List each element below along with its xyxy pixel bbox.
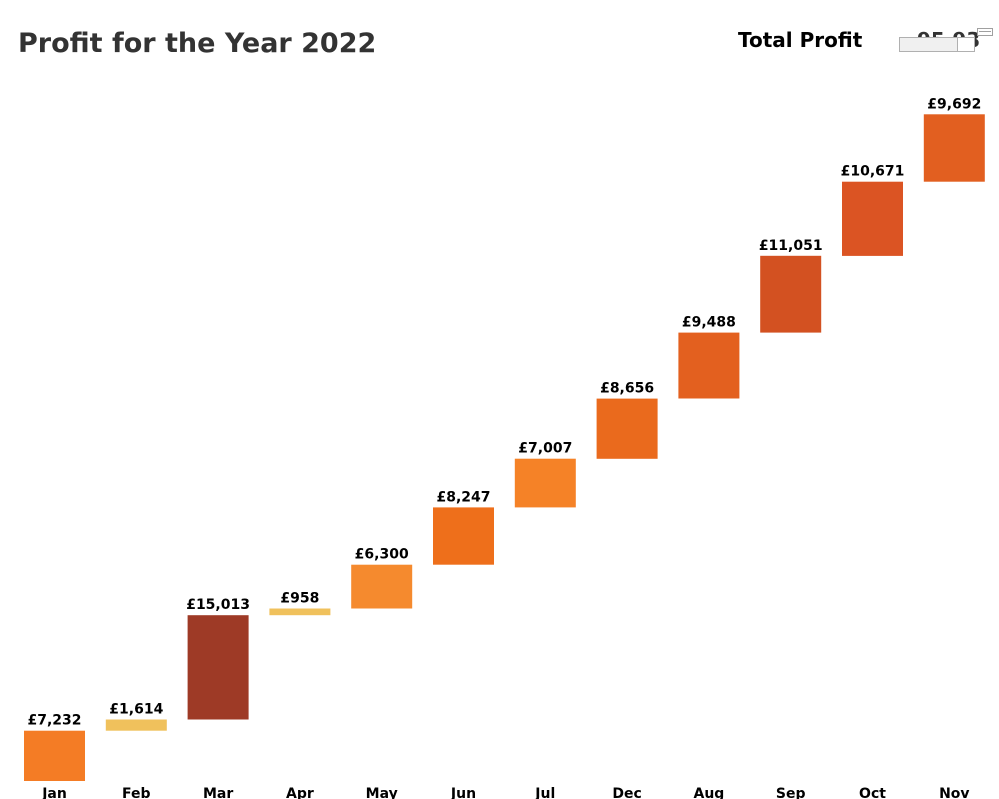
data-label-jul: £7,007 <box>518 441 572 457</box>
bar-jan <box>24 730 85 781</box>
data-label-apr: £958 <box>280 591 319 607</box>
bar-nov <box>923 114 985 182</box>
data-labels-group: £7,232 £1,614 £15,013 £958 £6,300 £8,247 £7,00… <box>27 96 981 728</box>
data-label-sep: £11,051 <box>759 238 823 254</box>
bar-sep <box>760 255 822 333</box>
x-tick-may: May <box>366 786 398 799</box>
x-tick-aug: Aug <box>693 786 724 799</box>
bar-aug <box>678 332 740 399</box>
bar-may <box>351 564 413 609</box>
data-label-oct: £10,671 <box>841 164 905 180</box>
x-tick-jan: Jan <box>41 786 67 799</box>
x-tick-feb: Feb <box>122 786 151 799</box>
bar-apr <box>269 608 331 616</box>
bars-group <box>24 114 985 781</box>
bar-mar <box>187 615 249 720</box>
bar-feb <box>105 719 167 731</box>
data-label-nov: £9,692 <box>927 96 981 112</box>
x-tick-mar: Mar <box>203 786 233 799</box>
x-tick-oct: Oct <box>859 786 886 799</box>
data-label-aug: £9,488 <box>682 315 736 331</box>
bar-jun <box>433 507 494 565</box>
bar-jul <box>514 458 576 508</box>
scroll-handle-icon[interactable] <box>977 28 993 36</box>
chart-title: Profit for the Year 2022 <box>18 28 377 59</box>
x-tick-jul: Jul <box>534 786 555 799</box>
total-profit-widget[interactable]: 95,93 <box>899 28 999 54</box>
total-profit-label: Total Profit <box>738 28 863 52</box>
data-label-jan: £7,232 <box>27 713 81 729</box>
data-label-dec: £8,656 <box>600 381 654 397</box>
x-tick-dec: Dec <box>612 786 641 799</box>
data-label-jun: £8,247 <box>436 489 490 505</box>
x-tick-nov: Nov <box>939 786 969 799</box>
x-tick-sep: Sep <box>776 786 806 799</box>
x-axis-ticks-group: Jan Feb Mar Apr May Jun Jul Dec Aug Sep Oct Nov <box>41 786 969 799</box>
data-label-mar: £15,013 <box>186 597 250 613</box>
x-tick-apr: Apr <box>286 786 314 799</box>
bar-dec <box>596 398 658 459</box>
total-profit-input-button[interactable] <box>957 37 975 52</box>
data-label-feb: £1,614 <box>109 702 163 718</box>
bar-oct <box>842 181 903 256</box>
data-label-may: £6,300 <box>355 547 409 563</box>
x-tick-jun: Jun <box>450 786 476 799</box>
